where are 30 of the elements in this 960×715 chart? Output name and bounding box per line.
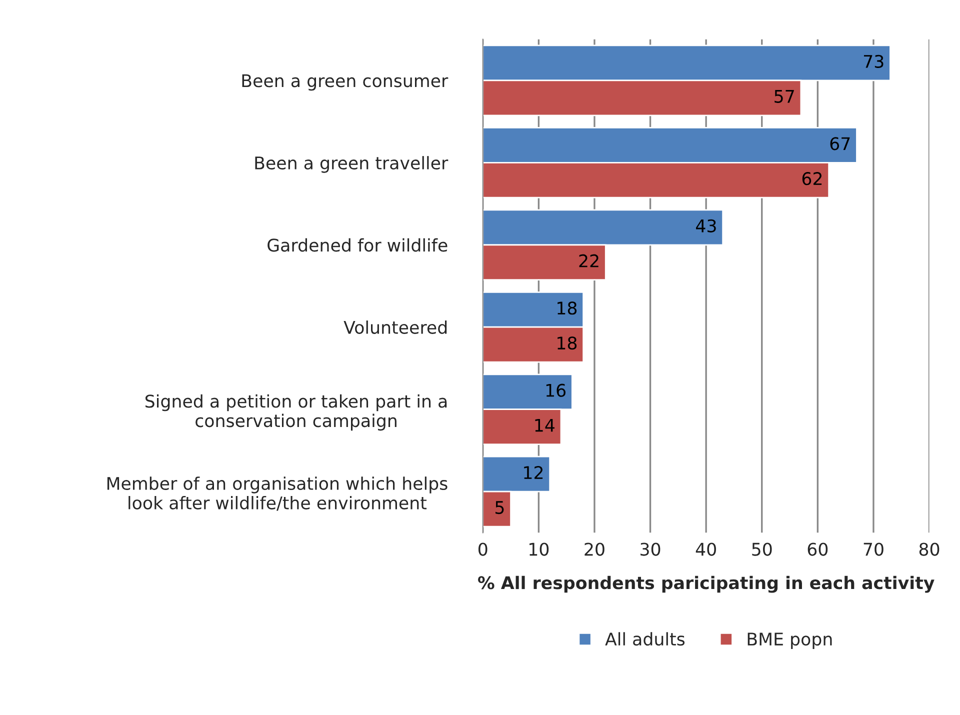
data-label: 18 bbox=[558, 302, 577, 315]
legend-label: All adults bbox=[605, 632, 685, 646]
data-label: 14 bbox=[535, 418, 554, 432]
data-label: 73 bbox=[864, 54, 884, 68]
data-label: 67 bbox=[830, 137, 850, 150]
data-label: 16 bbox=[546, 384, 566, 397]
x-tick-label: 20 bbox=[584, 542, 604, 556]
x-axis-title: % All respondents paricipating in each activity bbox=[478, 576, 934, 593]
x-tick-label: 10 bbox=[530, 542, 549, 556]
x-tick-label: 80 bbox=[919, 542, 940, 556]
x-tick-label: 70 bbox=[864, 542, 884, 556]
data-label: 57 bbox=[774, 90, 794, 103]
y-tick-label: Signed a petition or taken part in a conservation campaign bbox=[145, 394, 447, 431]
y-tick-label: Been a green traveller bbox=[255, 156, 448, 173]
data-label: 43 bbox=[696, 219, 716, 232]
y-tick-label: Volunteered bbox=[344, 320, 447, 334]
x-tick-label: 30 bbox=[640, 542, 660, 556]
y-tick-label: Member of an organisation which helps look after wildlife/the environment bbox=[107, 476, 448, 511]
x-tick-label: 50 bbox=[752, 542, 772, 556]
data-label: 5 bbox=[496, 501, 504, 514]
data-label: 22 bbox=[579, 254, 598, 268]
x-tick-label: 60 bbox=[808, 542, 828, 556]
x-tick-label: 40 bbox=[696, 542, 716, 556]
x-tick-label: 0 bbox=[478, 542, 488, 556]
y-tick-label: Been a green consumer bbox=[242, 74, 448, 91]
data-label: 18 bbox=[558, 336, 577, 350]
legend-label: BME popn bbox=[748, 632, 832, 649]
y-tick-label: Gardened for wildlife bbox=[268, 238, 448, 252]
data-label: 12 bbox=[524, 466, 543, 479]
data-label: 62 bbox=[802, 172, 822, 186]
